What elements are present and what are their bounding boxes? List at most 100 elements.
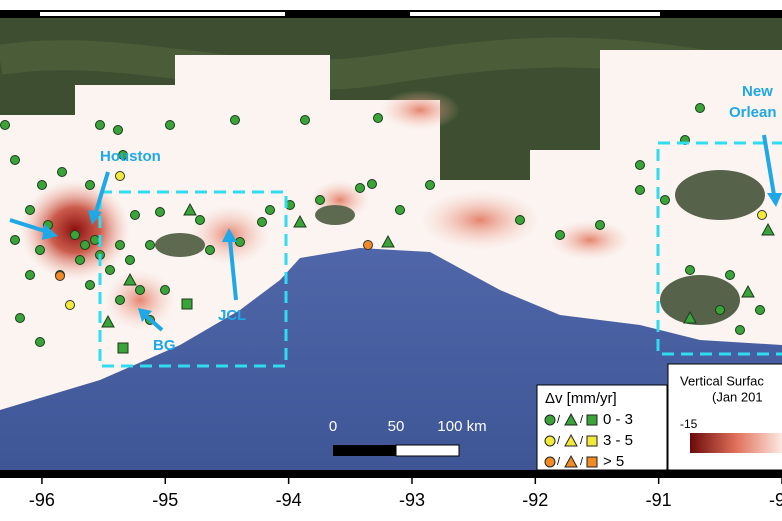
- station: [761, 222, 775, 236]
- station: [635, 160, 645, 170]
- marsh: [660, 275, 740, 325]
- subsidence-area: [380, 90, 460, 130]
- legend-sep: /: [557, 414, 561, 426]
- station: [70, 230, 80, 240]
- station: [85, 280, 95, 290]
- frame-bottom: [0, 470, 782, 478]
- station: [65, 300, 75, 310]
- station: [367, 179, 377, 189]
- station: [37, 180, 47, 190]
- colorbar: Vertical Surfac (Jan 201 -15: [667, 363, 782, 471]
- station: [145, 240, 155, 250]
- station: [230, 115, 240, 125]
- station: [755, 305, 765, 315]
- x-tick-label: -94: [276, 490, 302, 510]
- x-axis: -96 -95 -94 -93 -92 -91 -90: [29, 478, 782, 510]
- colorbar-title: (Jan 201: [712, 389, 763, 404]
- station: [395, 205, 405, 215]
- station: [205, 245, 215, 255]
- station: [757, 210, 767, 220]
- frame-top: [410, 12, 660, 16]
- station: [101, 314, 115, 328]
- station: [113, 125, 123, 135]
- arrows: [9, 134, 782, 332]
- station: [735, 325, 745, 335]
- station: [35, 337, 45, 347]
- station: [25, 205, 35, 215]
- scale-label: 50: [388, 418, 405, 435]
- colorbar-title: Vertical Surfac: [680, 373, 764, 388]
- station: [105, 265, 115, 275]
- station: [0, 120, 10, 130]
- station: [57, 167, 67, 177]
- station: [118, 150, 128, 160]
- scale-segment: [333, 445, 396, 456]
- station: [125, 255, 135, 265]
- x-tick-label: -95: [152, 490, 178, 510]
- stations: [0, 103, 775, 354]
- legend-square: [586, 414, 598, 426]
- station: [95, 120, 105, 130]
- city-label: Orlean: [729, 104, 777, 121]
- legend-sep: /: [580, 435, 584, 447]
- station: [123, 272, 137, 286]
- station: [115, 171, 125, 181]
- station: [741, 284, 755, 298]
- legend-triangle: [564, 433, 578, 447]
- subsidence-area: [550, 220, 630, 260]
- legend-triangle: [564, 412, 578, 426]
- x-tick-label: -93: [399, 490, 425, 510]
- station: [725, 270, 735, 280]
- station: [135, 285, 145, 295]
- station: [695, 103, 705, 113]
- station: [635, 185, 645, 195]
- station: [35, 245, 45, 255]
- station: [660, 195, 670, 205]
- station: [381, 234, 395, 248]
- station: [315, 195, 325, 205]
- lake: [315, 205, 355, 225]
- station: [181, 298, 193, 310]
- station: [425, 180, 435, 190]
- colorbar-label: -15: [680, 417, 698, 431]
- legend-label: 0 - 3: [603, 411, 633, 428]
- station: [183, 202, 197, 216]
- station: [293, 214, 307, 228]
- x-tick-label: -91: [646, 490, 672, 510]
- legend-sep: /: [557, 435, 561, 447]
- lake: [675, 170, 765, 220]
- site-label: JCL: [218, 307, 246, 324]
- station: [683, 310, 697, 324]
- scale-label: 0: [329, 418, 337, 435]
- legend-sep: /: [580, 414, 584, 426]
- subsidence-area: [420, 190, 540, 250]
- station: [363, 240, 373, 250]
- legend-sep: /: [557, 456, 561, 468]
- frame-top: [0, 10, 782, 18]
- station: [355, 183, 365, 193]
- legend-triangle: [564, 454, 578, 468]
- station: [715, 305, 725, 315]
- legend-square: [586, 435, 598, 447]
- legend-circle: [544, 435, 556, 447]
- scale-segment: [395, 444, 460, 457]
- station: [15, 313, 25, 323]
- station: [155, 207, 165, 217]
- station: [165, 120, 175, 130]
- legend: Δv [mm/yr] / / 0 - 3 / / 3 - 5 / / > 5: [536, 384, 668, 471]
- legend-box: [536, 384, 668, 471]
- station: [195, 215, 205, 225]
- station: [515, 215, 525, 225]
- scale-label: 100 km: [437, 418, 486, 435]
- station: [115, 295, 125, 305]
- legend-label: > 5: [603, 453, 624, 470]
- station: [80, 240, 90, 250]
- colorbar-ramp: [690, 433, 782, 453]
- frame-top: [40, 12, 285, 16]
- station: [265, 205, 275, 215]
- subsidence-area: [105, 270, 175, 330]
- x-tick-label: -92: [522, 490, 548, 510]
- station: [117, 342, 129, 354]
- station: [55, 271, 65, 281]
